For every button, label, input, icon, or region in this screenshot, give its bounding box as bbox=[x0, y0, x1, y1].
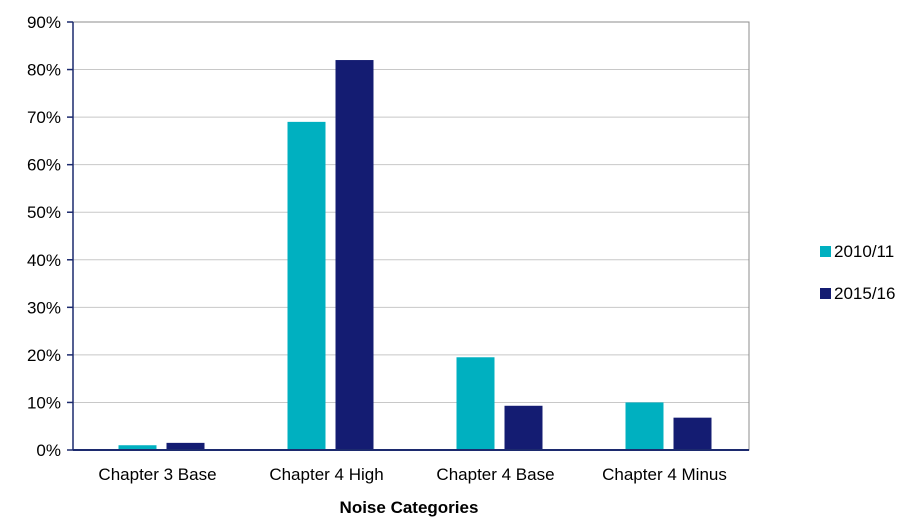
y-tick-label: 30% bbox=[27, 298, 61, 317]
x-tick-label: Chapter 4 Minus bbox=[602, 465, 727, 484]
gridlines bbox=[73, 21, 749, 403]
bar-1-3 bbox=[456, 357, 495, 450]
bar-1-1 bbox=[118, 445, 157, 450]
x-tick-label: Chapter 3 Base bbox=[98, 465, 216, 484]
y-tick-label: 20% bbox=[27, 346, 61, 365]
y-tick-label: 90% bbox=[27, 13, 61, 32]
x-tick-label: Chapter 4 Base bbox=[436, 465, 554, 484]
x-axis-title: Noise Categories bbox=[340, 498, 479, 517]
bar-2-3 bbox=[504, 405, 543, 450]
y-tick-label: 10% bbox=[27, 393, 61, 412]
x-tick-label: Chapter 4 High bbox=[269, 465, 383, 484]
y-tick-label: 50% bbox=[27, 203, 61, 222]
bar-2-4 bbox=[673, 417, 712, 450]
y-tick-label: 60% bbox=[27, 156, 61, 175]
y-tick-label: 70% bbox=[27, 108, 61, 127]
y-tick-label: 0% bbox=[36, 441, 61, 460]
legend-swatch-1 bbox=[820, 246, 831, 257]
x-tick-labels: Chapter 3 Base Chapter 4 High Chapter 4 Ba… bbox=[98, 465, 726, 484]
axes bbox=[67, 21, 750, 451]
bar-2-1 bbox=[166, 442, 205, 450]
bar-2-2 bbox=[335, 60, 374, 451]
y-tick-labels: 0% 10% 20% 30% 40% 50% 60% 70% 80% 90% bbox=[27, 13, 61, 460]
bar-1-4 bbox=[625, 402, 664, 450]
legend-label-2: 2015/16 bbox=[834, 284, 895, 303]
legend-label-1: 2010/11 bbox=[834, 242, 894, 261]
y-tick-label: 80% bbox=[27, 61, 61, 80]
y-tick-label: 40% bbox=[27, 251, 61, 270]
legend-swatch-2 bbox=[820, 288, 831, 299]
plot-area-border bbox=[72, 21, 750, 451]
bar-1-2 bbox=[287, 121, 326, 450]
legend: 2010/11 2015/16 bbox=[820, 242, 895, 303]
bars bbox=[118, 60, 712, 451]
